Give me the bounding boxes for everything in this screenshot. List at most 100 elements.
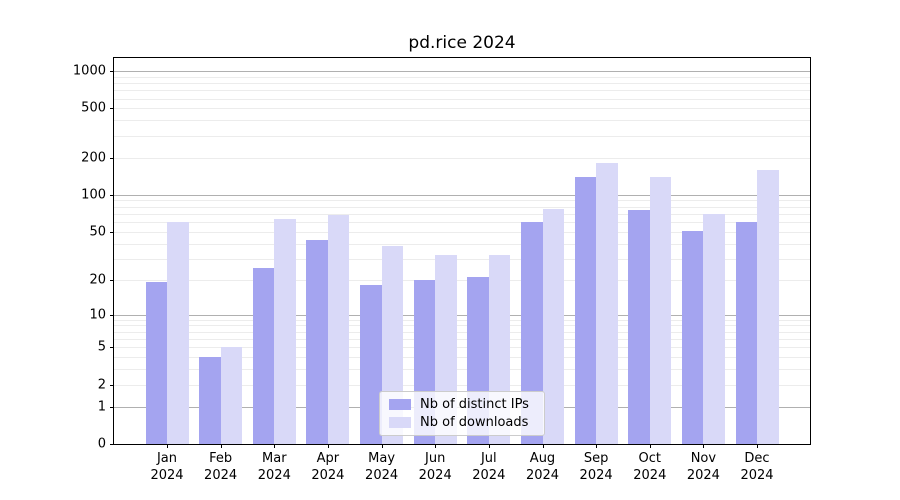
- gridline-major: [114, 314, 810, 316]
- x-tick-label: Sep 2024: [556, 450, 636, 484]
- bar-downloads-10: [703, 213, 725, 444]
- bar-distinct-ips-8: [574, 176, 597, 444]
- x-tick-label: Nov 2024: [663, 450, 743, 484]
- bar-downloads-7: [542, 209, 564, 444]
- bar-downloads-2: [274, 219, 296, 444]
- x-tick-month: Feb: [209, 451, 233, 466]
- bar-distinct-ips-3: [306, 239, 328, 444]
- y-tick-label: 50: [89, 224, 106, 240]
- bar-downloads-11: [757, 169, 779, 444]
- chart-title: pd.rice 2024: [408, 33, 516, 53]
- y-tick-mark: [110, 70, 114, 72]
- x-tick-month: Jan: [156, 451, 178, 466]
- bar-downloads-9: [649, 176, 672, 444]
- legend-item-downloads: Nb of downloads: [389, 415, 544, 431]
- x-tick-mark: [542, 444, 544, 448]
- x-tick-label: Mar 2024: [234, 450, 314, 484]
- bar-distinct-ips-7: [521, 222, 543, 444]
- x-tick-year: 2024: [525, 468, 560, 483]
- bar-downloads-1: [220, 347, 243, 444]
- gridline-minor: [114, 231, 810, 233]
- y-tick-label: 20: [89, 272, 106, 288]
- legend-label-distinct-ips: Nb of distinct IPs: [420, 397, 529, 412]
- x-tick-mark: [167, 444, 168, 448]
- x-tick-mark: [220, 444, 222, 448]
- gridline-minor: [114, 108, 810, 110]
- y-tick-label: 500: [81, 100, 106, 116]
- bar-distinct-ips-10: [681, 230, 704, 444]
- x-tick-month: Apr: [316, 451, 340, 466]
- x-tick-year: 2024: [257, 468, 291, 483]
- y-tick-mark: [110, 314, 114, 316]
- x-tick-label: Jun 2024: [395, 450, 475, 484]
- x-tick-year: 2024: [579, 468, 613, 483]
- legend: Nb of distinct IPs Nb of downloads: [379, 391, 545, 436]
- x-tick-mark: [327, 444, 329, 448]
- gridline-minor: [114, 369, 810, 371]
- y-tick-label: 100: [81, 187, 106, 203]
- y-tick-label: 5: [97, 339, 106, 355]
- x-tick-month: Nov: [690, 451, 717, 466]
- y-tick-label: 10: [89, 307, 106, 322]
- gridline-minor: [114, 98, 810, 100]
- y-tick-label: 1000: [72, 63, 106, 79]
- x-tick-label: Feb 2024: [181, 450, 261, 484]
- gridline-minor: [114, 338, 810, 340]
- x-tick-label: May 2024: [342, 450, 422, 484]
- y-tick-mark: [110, 406, 114, 408]
- gridline-minor: [114, 206, 810, 208]
- gridline-minor: [114, 279, 810, 281]
- x-tick-year: 2024: [311, 468, 345, 483]
- y-tick-label: 200: [81, 150, 106, 166]
- gridline-minor: [114, 213, 810, 215]
- x-tick-year: 2024: [472, 468, 506, 483]
- bar-distinct-ips-2: [252, 268, 275, 444]
- x-tick-year: 2024: [150, 468, 184, 483]
- x-tick-label: Dec 2024: [717, 450, 797, 484]
- x-tick-label: Jan 2024: [127, 450, 207, 484]
- gridline-minor: [114, 384, 810, 386]
- x-tick-year: 2024: [365, 468, 399, 483]
- gridline-minor: [114, 222, 810, 223]
- y-tick-mark: [110, 108, 114, 110]
- bar-distinct-ips-9: [628, 210, 650, 444]
- gridline-minor: [114, 90, 810, 92]
- y-tick-mark: [110, 231, 114, 233]
- x-tick-mark: [596, 444, 598, 448]
- x-tick-year: 2024: [686, 468, 720, 483]
- bar-distinct-ips-1: [199, 357, 221, 444]
- gridline-minor: [114, 258, 810, 260]
- gridline-minor: [114, 157, 810, 159]
- bar-downloads-0: [167, 222, 189, 444]
- x-tick-month: Jul: [480, 451, 497, 466]
- y-tick-mark: [110, 194, 114, 196]
- legend-swatch-downloads-icon: [389, 417, 411, 428]
- y-tick-label: 2: [97, 377, 106, 393]
- y-tick-mark: [110, 279, 114, 281]
- y-tick-mark: [110, 444, 114, 445]
- gridline-minor: [114, 347, 810, 349]
- bar-distinct-ips-0: [145, 282, 167, 444]
- x-tick-month: May: [368, 451, 396, 466]
- y-tick-label: 1: [97, 399, 106, 415]
- x-tick-year: 2024: [204, 468, 238, 483]
- x-tick-mark: [381, 444, 383, 448]
- plot-area: Nb of distinct IPs Nb of downloads: [113, 57, 811, 445]
- x-tick-label: Jul 2024: [449, 450, 529, 484]
- x-tick-mark: [703, 444, 705, 448]
- gridline-major: [114, 194, 810, 196]
- gridline-minor: [114, 325, 810, 327]
- gridline-minor: [114, 83, 810, 84]
- y-tick-mark: [110, 384, 114, 386]
- bar-distinct-ips-4: [360, 285, 382, 444]
- x-tick-year: 2024: [740, 468, 774, 483]
- x-tick-mark: [649, 444, 651, 448]
- x-tick-mark: [435, 444, 437, 448]
- y-tick-mark: [110, 157, 114, 159]
- x-tick-year: 2024: [633, 468, 667, 483]
- x-tick-mark: [757, 444, 758, 448]
- legend-swatch-ips-icon: [389, 399, 411, 410]
- legend-label-downloads: Nb of downloads: [420, 415, 529, 430]
- gridline-major: [114, 70, 810, 72]
